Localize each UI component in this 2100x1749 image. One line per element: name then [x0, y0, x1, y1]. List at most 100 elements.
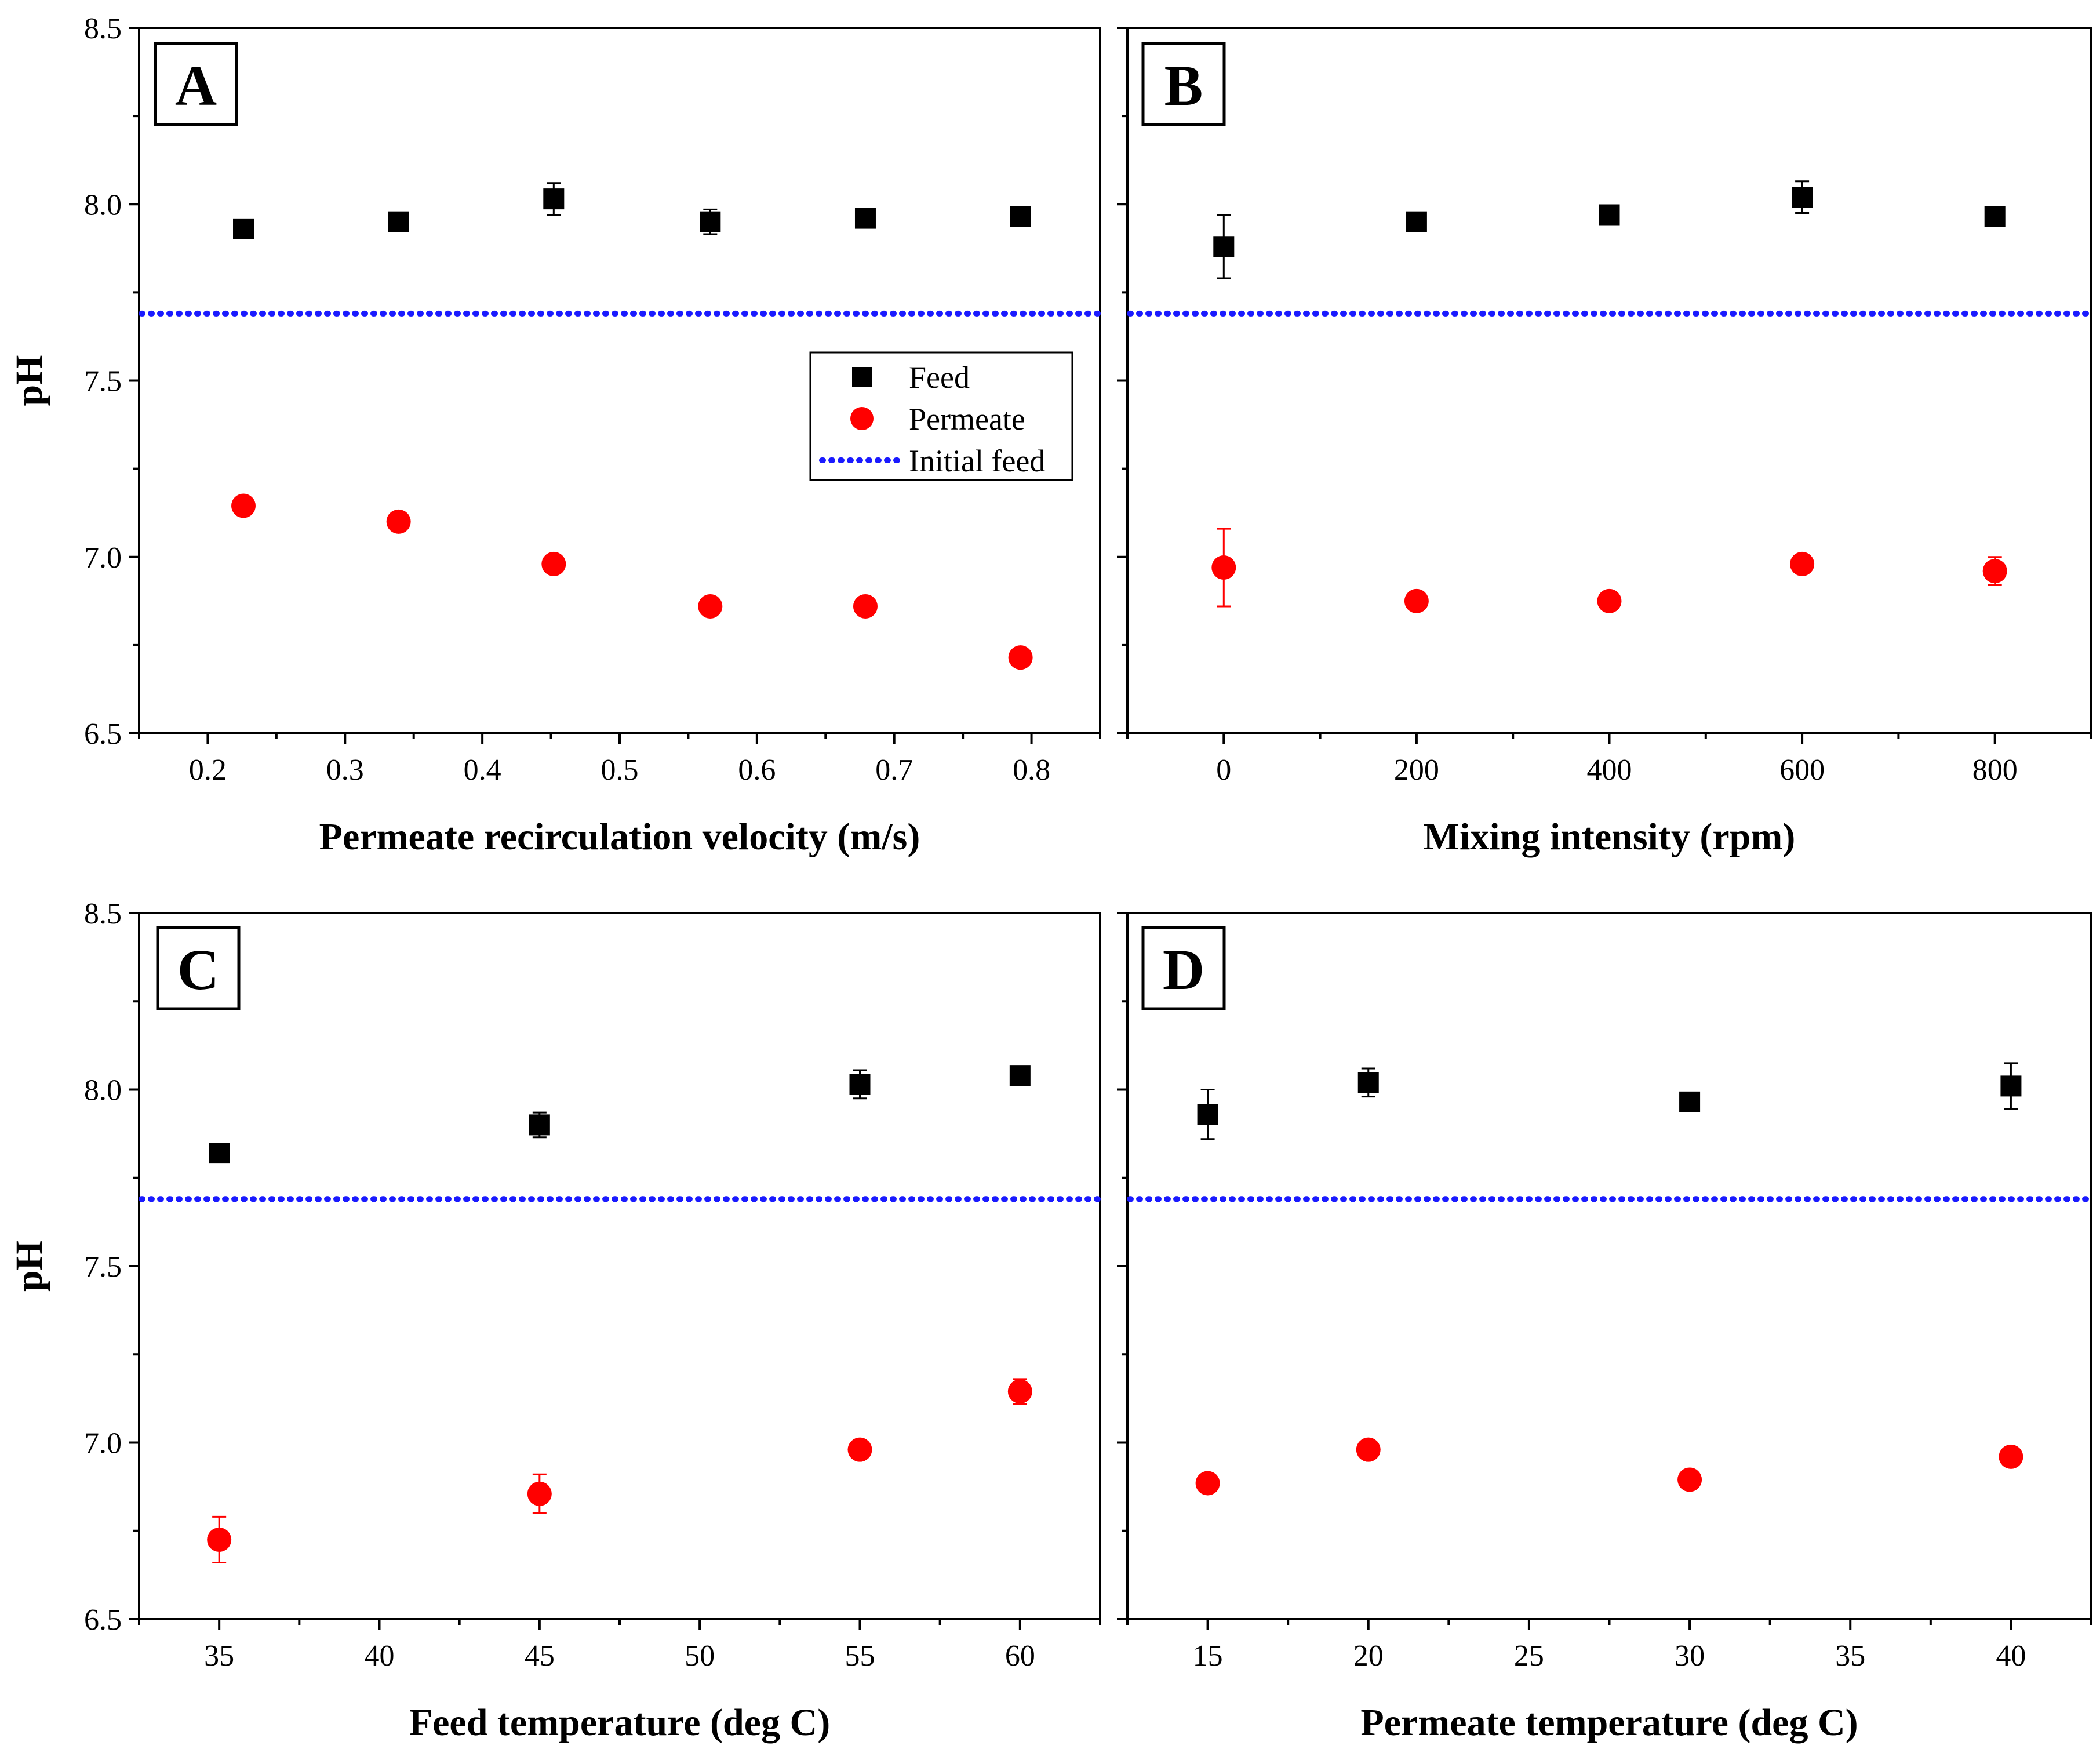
y-tick-label: 7.5 — [84, 1250, 122, 1283]
panel-c: 6.5 7.0 7.5 8.0 8.5 35 40 45 50 55 60 Feed temperat… — [8, 897, 1101, 1744]
y-tick-label: 6.5 — [84, 1603, 122, 1637]
permeate-point — [1211, 555, 1236, 580]
permeate-point — [847, 1437, 872, 1462]
y-tick-label: 8.5 — [84, 897, 122, 930]
panel-d: 15 20 25 30 35 40 Permeate temperature (deg C)… — [1117, 912, 2092, 1744]
feed-point — [1679, 1091, 1701, 1112]
panel-letter: A — [175, 53, 217, 118]
series-feed — [1213, 180, 2006, 279]
feed-point — [233, 218, 254, 239]
permeate-point — [1999, 1444, 2023, 1469]
permeate-point — [698, 594, 723, 619]
panel-letter: C — [177, 937, 219, 1002]
feed-point — [388, 211, 409, 232]
legend-entry: Initial feed — [909, 443, 1045, 478]
permeate-point — [853, 594, 878, 619]
series-permeate — [207, 1378, 1032, 1564]
series-feed — [233, 182, 1031, 239]
plot-frame — [138, 912, 1101, 1620]
legend-permeate-marker — [850, 407, 874, 430]
y-tick-label: 8.0 — [84, 188, 122, 221]
x-tick-label: 200 — [1394, 754, 1439, 787]
permeate-point — [1790, 551, 1815, 576]
permeate-point — [1404, 588, 1429, 613]
x-tick-label: 35 — [1835, 1639, 1865, 1672]
x-tick-label: 0 — [1216, 754, 1231, 787]
x-tick-label: 0.4 — [464, 754, 501, 787]
feed-point — [1984, 206, 2006, 227]
permeate-point — [207, 1527, 232, 1552]
x-tick-label: 20 — [1353, 1639, 1384, 1672]
feed-point — [1010, 206, 1031, 227]
permeate-point — [386, 509, 411, 534]
feed-point — [700, 211, 721, 232]
series-permeate — [1195, 1437, 2023, 1496]
y-tick-label: 7.0 — [84, 541, 122, 574]
x-tick-label: 60 — [1005, 1639, 1035, 1672]
y-axis-title: pH — [8, 1241, 50, 1292]
feed-point — [1197, 1104, 1218, 1125]
y-tick-label: 7.5 — [84, 365, 122, 398]
permeate-point — [1195, 1471, 1220, 1496]
panel-b: 0 200 400 600 800 Mixing intensity (rpm) B — [1117, 27, 2092, 858]
x-tick-label: 0.8 — [1013, 754, 1050, 787]
panel-letter-box — [154, 42, 238, 126]
series-feed — [209, 1065, 1031, 1164]
y-tick-label: 6.5 — [84, 718, 122, 751]
feed-point — [2000, 1075, 2022, 1097]
x-tick-label: 0.2 — [189, 754, 227, 787]
y-tick-label: 8.5 — [84, 12, 122, 45]
x-tick-label: 45 — [525, 1639, 555, 1672]
permeate-point — [1597, 588, 1622, 613]
legend: Feed Permeate Initial feed — [809, 351, 1073, 481]
x-tick-label: 50 — [685, 1639, 715, 1672]
feed-point — [529, 1114, 550, 1136]
feed-point — [1213, 236, 1235, 257]
panel-letter: D — [1163, 937, 1204, 1002]
feed-point — [849, 1074, 871, 1095]
permeate-point — [1677, 1467, 1702, 1492]
x-axis-title: Feed temperature (deg C) — [409, 1701, 830, 1744]
permeate-point — [1007, 1379, 1032, 1404]
feed-point — [1357, 1072, 1379, 1093]
x-tick-label: 40 — [365, 1639, 395, 1672]
permeate-point — [231, 493, 256, 518]
x-tick-label: 35 — [204, 1639, 234, 1672]
feed-point — [854, 208, 876, 229]
feed-point — [1406, 211, 1427, 232]
x-tick-label: 55 — [845, 1639, 875, 1672]
y-axis-title: pH — [8, 355, 50, 406]
x-tick-label: 40 — [1996, 1639, 2026, 1672]
x-tick-label: 400 — [1587, 754, 1632, 787]
legend-entry: Feed — [909, 360, 970, 395]
x-tick-label: 0.3 — [326, 754, 364, 787]
panel-letter-box — [1141, 42, 1226, 126]
x-tick-label: 30 — [1675, 1639, 1705, 1672]
x-tick-label: 0.6 — [738, 754, 776, 787]
permeate-point — [541, 551, 566, 576]
permeate-point — [1356, 1437, 1381, 1462]
plot-frame — [1126, 912, 2092, 1620]
permeate-point — [1008, 645, 1033, 670]
x-axis-title: Permeate recirculation velocity (m/s) — [319, 816, 920, 858]
feed-point — [1009, 1065, 1031, 1086]
x-tick-label: 25 — [1514, 1639, 1544, 1672]
legend-entry: Permeate — [909, 402, 1025, 437]
feed-point — [1792, 187, 1813, 208]
x-tick-label: 800 — [1972, 754, 2018, 787]
x-tick-label: 600 — [1779, 754, 1825, 787]
panel-letter: B — [1164, 53, 1203, 118]
series-permeate — [1211, 528, 2007, 613]
panel-letter-box — [1141, 926, 1226, 1010]
x-axis-title: Permeate temperature (deg C) — [1360, 1701, 1858, 1744]
feed-point — [543, 188, 565, 210]
x-tick-label: 0.5 — [601, 754, 639, 787]
series-permeate — [231, 493, 1033, 670]
panel-a: 6.5 7.0 7.5 8.0 8.5 0.2 0.3 0.4 0.5 0.6 0.7 0.8 Perm… — [8, 12, 1101, 858]
feed-point — [1599, 204, 1620, 226]
permeate-point — [527, 1481, 552, 1506]
x-tick-label: 0.7 — [875, 754, 913, 787]
x-axis-title: Mixing intensity (rpm) — [1424, 816, 1796, 858]
plot-frame — [1126, 27, 2092, 734]
legend-feed-marker — [852, 367, 872, 387]
